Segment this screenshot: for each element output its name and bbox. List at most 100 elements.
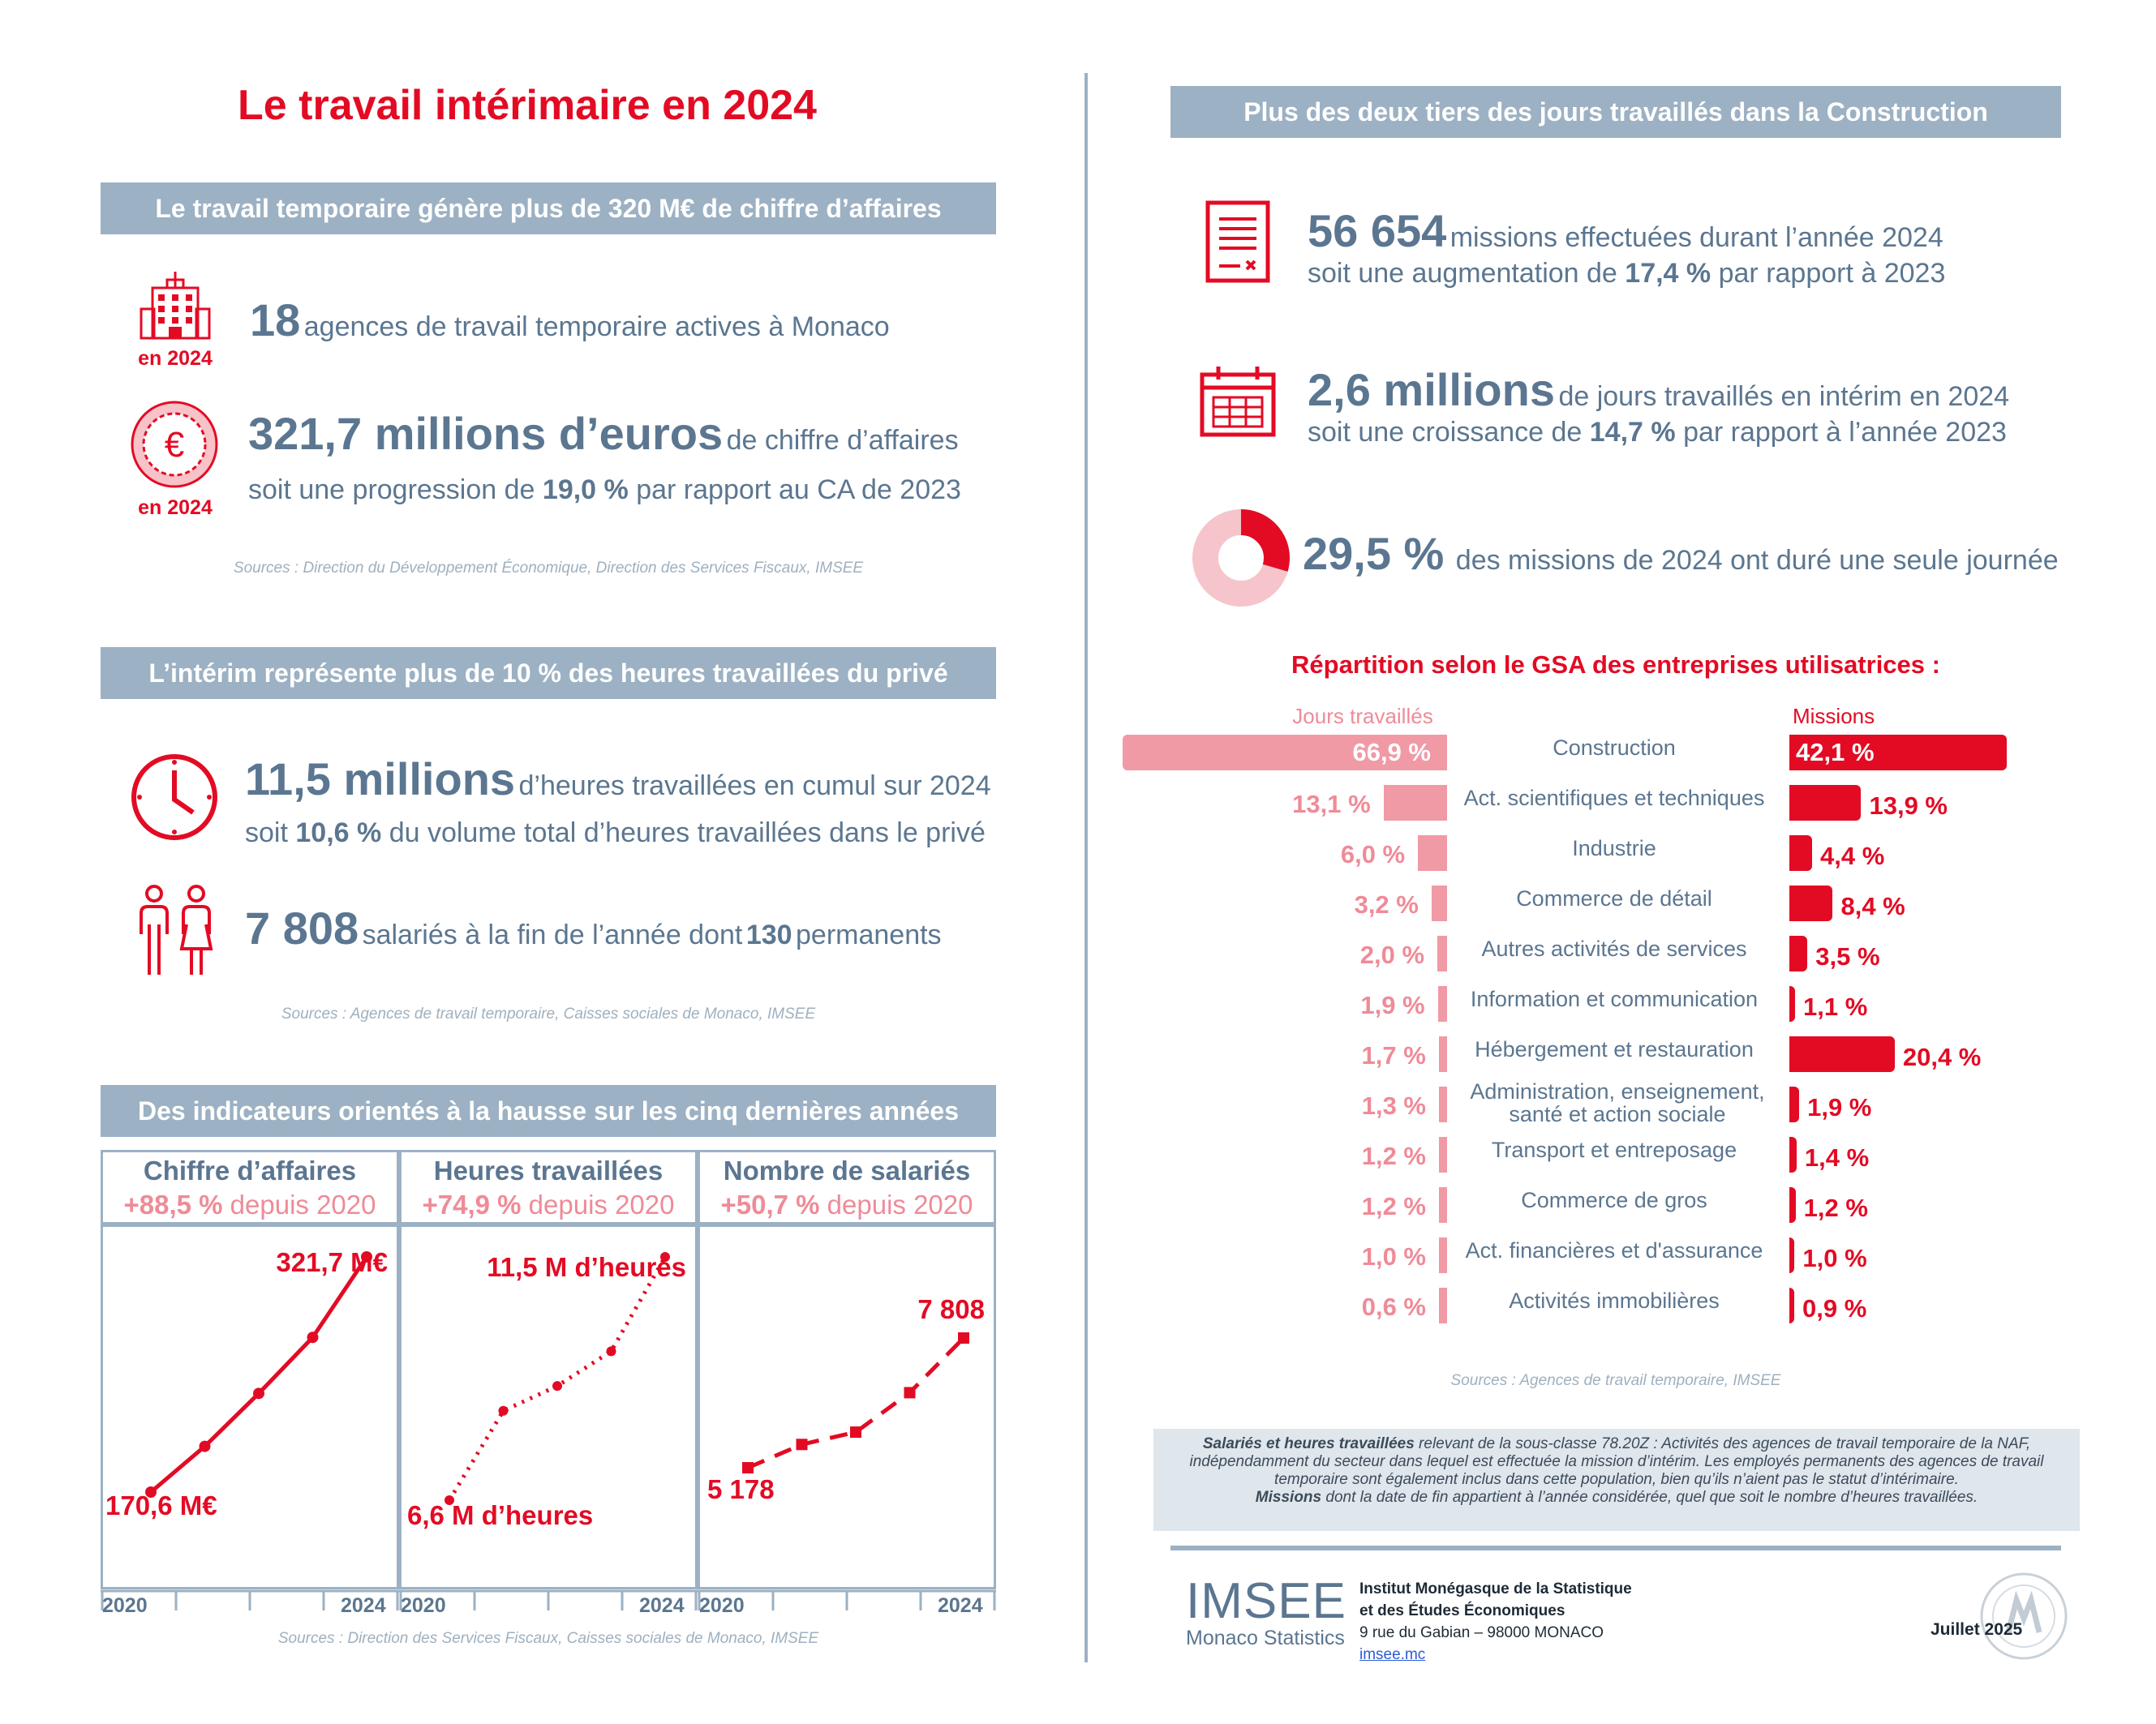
minichart-since: depuis 2020 [521, 1190, 675, 1220]
missions-bar [1789, 1237, 1795, 1273]
svg-text:€: € [165, 425, 184, 465]
gsa-category-label: Commerce de gros [1521, 1188, 1707, 1212]
days-bar [1437, 936, 1447, 971]
org-address: 9 rue du Gabian – 98000 MONACO [1359, 1624, 1604, 1641]
one-day-number: 29,5 % [1303, 528, 1445, 579]
end-value-label: 321,7 M€ [276, 1247, 388, 1277]
days-bar [1439, 1288, 1447, 1323]
days-value-label: 1,3 % [1361, 1091, 1426, 1120]
missions-bar [1789, 1087, 1800, 1122]
minichart-svg-2 [399, 1252, 698, 1610]
days-value-label: 66,9 % [1352, 738, 1431, 766]
gsa-category-label: Autres activités de services [1481, 937, 1747, 961]
clock-icon [130, 753, 219, 842]
missions-value-label: 1,0 % [1802, 1244, 1867, 1272]
minichart-since: depuis 2020 [819, 1190, 973, 1220]
days-bar [1439, 1087, 1447, 1122]
missions-value-label: 1,4 % [1804, 1143, 1870, 1172]
employees-text-a: salariés à la fin de l’année dont [362, 920, 743, 950]
days-bar [1418, 835, 1447, 871]
euro-coin-icon: € [130, 400, 219, 489]
note-text-1: relevant de la sous-classe 78.20Z : Acti… [1189, 1435, 2044, 1488]
days-bar [1383, 785, 1447, 821]
section1-heading: Le travail temporaire génère plus de 320… [101, 182, 996, 234]
org-link[interactable]: imsee.mc [1359, 1646, 1426, 1663]
people-icon [130, 884, 219, 977]
x-start-label: 2020 [699, 1594, 745, 1617]
data-point [361, 1251, 372, 1263]
data-point [606, 1346, 616, 1357]
revenue-number: 321,7 millions d’euros [248, 408, 724, 459]
employees-number: 7 808 [245, 903, 359, 954]
minichart-title: Chiffre d’affaires [143, 1156, 357, 1186]
note-bold-1: Salariés et heures travaillées [1202, 1435, 1415, 1452]
section3-source: Sources : Direction des Services Fiscaux… [277, 1630, 819, 1647]
missions-value-label: 42,1 % [1796, 738, 1875, 766]
employees-permanents: 130 [745, 920, 792, 950]
missions-bar [1789, 1288, 1794, 1323]
minichart-2 [399, 1224, 698, 1589]
minichart-svg-1 [101, 1251, 399, 1610]
days-bar [1431, 886, 1447, 921]
data-point [904, 1387, 916, 1399]
hours-text: d’heures travaillées en cumul sur 2024 [518, 770, 991, 801]
x-end-label: 2024 [938, 1594, 983, 1617]
revenue-text: de chiffre d’affaires [726, 425, 959, 456]
missions-bar [1789, 986, 1795, 1022]
employees-text-c: permanents [796, 920, 942, 950]
data-point [552, 1381, 562, 1392]
days-value-label: 3,2 % [1354, 890, 1419, 919]
minichart-title: Heures travaillées [433, 1156, 664, 1186]
days-bar [1123, 735, 1447, 770]
days-text: de jours travaillés en intérim en 2024 [1558, 381, 2010, 412]
section2-heading: L’intérim représente plus de 10 % des he… [101, 647, 996, 699]
missions-bar [1789, 735, 2007, 770]
days-growth: soit une croissance de 14,7 % par rappor… [1308, 417, 2007, 448]
gsa-source: Sources : Agences de travail temporaire,… [1450, 1372, 1781, 1389]
missions-value-label: 8,4 % [1840, 892, 1905, 920]
org-line-1: Institut Monégasque de la Statistique [1359, 1580, 1632, 1597]
days-value-label: 0,6 % [1361, 1293, 1426, 1321]
revenue-growth: soit une progression de 19,0 % par rappo… [248, 474, 961, 506]
minichart-3 [698, 1224, 996, 1589]
section1-source: Sources : Direction du Développement Éco… [233, 560, 864, 577]
building-icon [136, 264, 214, 345]
start-value-label: 5 178 [707, 1474, 775, 1504]
calendar-icon [1199, 365, 1277, 438]
gsa-category-label: Hébergement et restauration [1475, 1037, 1754, 1061]
minichart-header-2: Heures travaillées +74,9 % depuis 2020 [399, 1150, 698, 1224]
series-line [747, 1336, 965, 1470]
gsa-row: 13,1 % Act. scientifiques et techniques 13… [0, 785, 2156, 826]
gsa-category-label: Administration, enseignement, santé et a… [1470, 1079, 1765, 1126]
hours-share-value: 10,6 % [295, 817, 382, 848]
missions-bar [1789, 1137, 1797, 1173]
data-point [498, 1405, 509, 1416]
days-value-label: 6,0 % [1340, 840, 1406, 868]
data-point [958, 1332, 969, 1344]
gsa-category-label: Act. scientifiques et techniques [1463, 786, 1765, 810]
data-point [199, 1440, 211, 1452]
data-point [796, 1439, 808, 1451]
revenue-growth-c: par rapport au CA de 2023 [636, 474, 961, 505]
end-value-label: 7 808 [917, 1294, 985, 1324]
employees-stat: 7 808 salariés à la fin de l’année dont … [245, 902, 942, 954]
contract-icon [1205, 199, 1271, 284]
gsa-category-label: Construction [1553, 735, 1676, 760]
gsa-title: Répartition selon le GSA des entreprises… [1291, 650, 1940, 679]
hours-stat: 11,5 millions d’heures travaillées en cu… [245, 753, 991, 805]
minichart-header-3: Nombre de salariés +50,7 % depuis 2020 [698, 1150, 996, 1224]
data-point [253, 1387, 264, 1400]
hours-share: soit 10,6 % du volume total d’heures tra… [245, 817, 986, 849]
imsee-logo: IMSEE Monaco Statistics [1186, 1576, 1348, 1650]
days-bar [1438, 1036, 1447, 1072]
imsee-logo-text: IMSEE [1186, 1573, 1346, 1629]
missions-value-label: 20,4 % [1902, 1043, 1982, 1071]
minichart-growth: +88,5 % [123, 1190, 223, 1220]
data-point [307, 1332, 319, 1344]
gsa-row: 2,0 % Autres activités de services 3,5 % [0, 936, 2156, 976]
agencies-number: 18 [250, 294, 301, 345]
footer-rule [1170, 1546, 2061, 1550]
missions-growth-a: soit une augmentation de [1308, 258, 1617, 289]
minichart-growth: +74,9 % [422, 1190, 522, 1220]
right-heading: Plus des deux tiers des jours travaillés… [1170, 86, 2061, 138]
